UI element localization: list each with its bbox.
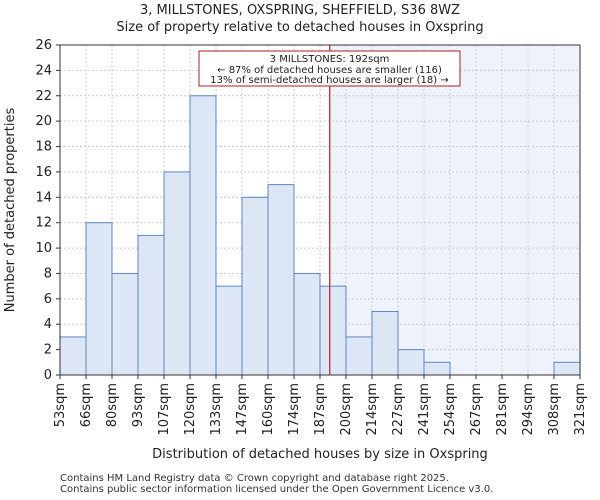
bar bbox=[345, 336, 373, 376]
larger-region-highlight bbox=[329, 45, 580, 375]
y-tick-label: 0 bbox=[44, 368, 52, 383]
bar bbox=[59, 336, 87, 376]
annotation-box bbox=[198, 50, 461, 87]
x-tick-label: 200sqm bbox=[339, 383, 354, 436]
x-tick-label: 133sqm bbox=[209, 383, 224, 436]
bar bbox=[189, 95, 217, 376]
bar bbox=[163, 171, 191, 376]
x-tick-label: 187sqm bbox=[313, 383, 328, 436]
x-tick-label: 80sqm bbox=[105, 383, 120, 427]
bar bbox=[293, 272, 321, 376]
x-tick-labels: 53sqm 66sqm 80sqm 93sqm 107sqm 120sqm 133sqm 14… bbox=[53, 375, 588, 436]
x-axis-label: Distribution of detached houses by size … bbox=[152, 447, 488, 462]
bar bbox=[553, 361, 581, 376]
chart-subtitle: Size of property relative to detached ho… bbox=[116, 20, 484, 35]
bar bbox=[267, 184, 295, 376]
y-tick-label: 26 bbox=[35, 38, 52, 53]
footer-line-2: Contains public sector information licen… bbox=[60, 484, 494, 495]
y-tick-label: 6 bbox=[44, 292, 52, 307]
bar bbox=[423, 361, 451, 376]
y-tick-label: 18 bbox=[35, 140, 52, 155]
y-tick-label: 16 bbox=[35, 165, 52, 180]
bar bbox=[319, 285, 347, 376]
footer-line-1: Contains HM Land Registry data © Crown c… bbox=[60, 473, 449, 484]
x-tick-label: 281sqm bbox=[495, 383, 510, 436]
bar bbox=[85, 222, 113, 376]
bar bbox=[371, 311, 399, 376]
x-tick-label: 254sqm bbox=[443, 383, 458, 436]
annotation-line-1: 3 MILLSTONES: 192sqm bbox=[270, 54, 390, 65]
y-tick-label: 20 bbox=[35, 114, 52, 129]
x-tick-label: 241sqm bbox=[417, 383, 432, 436]
y-tick-label: 4 bbox=[44, 317, 52, 332]
y-tick-label: 14 bbox=[35, 190, 52, 205]
x-tick-label: 93sqm bbox=[131, 383, 146, 427]
x-tick-label: 174sqm bbox=[287, 383, 302, 436]
x-tick-label: 267sqm bbox=[469, 383, 484, 436]
x-tick-label: 308sqm bbox=[547, 383, 562, 436]
y-tick-label: 22 bbox=[35, 89, 52, 104]
x-tick-label: 120sqm bbox=[183, 383, 198, 436]
y-tick-label: 2 bbox=[44, 343, 52, 358]
x-tick-label: 147sqm bbox=[235, 383, 250, 436]
x-tick-label: 107sqm bbox=[157, 383, 172, 436]
y-tick-label: 8 bbox=[44, 266, 52, 281]
x-tick-label: 294sqm bbox=[521, 383, 536, 436]
x-tick-label: 227sqm bbox=[391, 383, 406, 436]
annotation-line-3: 13% of semi-detached houses are larger (… bbox=[210, 75, 448, 86]
x-tick-label: 214sqm bbox=[365, 383, 380, 436]
x-tick-label: 321sqm bbox=[573, 383, 588, 436]
annotation-line-2: ← 87% of detached houses are smaller (11… bbox=[217, 65, 442, 76]
x-tick-label: 53sqm bbox=[53, 383, 68, 427]
bar bbox=[137, 234, 165, 376]
y-tick-label: 24 bbox=[35, 63, 52, 78]
y-tick-label: 12 bbox=[35, 216, 52, 231]
x-tick-label: 160sqm bbox=[261, 383, 276, 436]
y-tick-label: 10 bbox=[35, 241, 52, 256]
bar bbox=[111, 272, 139, 376]
bar bbox=[241, 196, 269, 376]
x-tick-label: 66sqm bbox=[79, 383, 94, 427]
bar bbox=[215, 285, 243, 376]
bar bbox=[397, 349, 425, 376]
y-axis-label: Number of detached properties bbox=[3, 108, 18, 313]
chart-title: 3, MILLSTONES, OXSPRING, SHEFFIELD, S36 … bbox=[140, 3, 460, 18]
